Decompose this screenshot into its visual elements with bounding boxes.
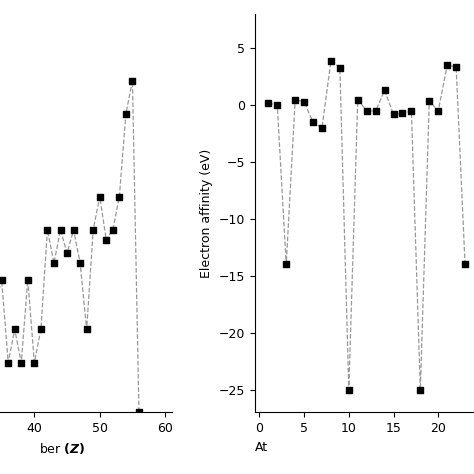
Point <box>443 62 451 69</box>
Point <box>273 101 281 109</box>
Point <box>336 64 344 72</box>
Point <box>4 359 12 366</box>
Point <box>76 259 84 267</box>
Point <box>24 276 32 283</box>
Point <box>381 87 388 94</box>
Point <box>264 99 272 107</box>
Point <box>372 107 379 115</box>
Point <box>0 276 5 283</box>
Point <box>63 249 71 257</box>
Point <box>11 326 18 333</box>
Point <box>122 110 130 118</box>
Point <box>461 261 469 268</box>
Point <box>408 107 415 115</box>
Point <box>292 96 299 103</box>
Point <box>390 110 397 118</box>
Point <box>452 63 460 70</box>
Point <box>363 107 371 115</box>
Point <box>399 109 406 117</box>
Point <box>116 193 123 201</box>
Point <box>128 77 136 84</box>
Point <box>102 236 110 244</box>
Point <box>318 124 326 132</box>
Point <box>50 259 58 267</box>
X-axis label: ber $\boldsymbol{(Z)}$: ber $\boldsymbol{(Z)}$ <box>39 441 85 456</box>
Point <box>426 97 433 104</box>
Y-axis label: Electron affinity (eV): Electron affinity (eV) <box>201 149 213 278</box>
Point <box>345 386 353 393</box>
Point <box>283 261 290 268</box>
Point <box>109 226 117 234</box>
Point <box>135 409 143 416</box>
Point <box>30 359 38 366</box>
Point <box>57 226 64 234</box>
X-axis label: At: At <box>255 441 268 454</box>
Point <box>309 118 317 126</box>
Point <box>83 326 91 333</box>
Point <box>96 193 103 201</box>
Point <box>354 96 362 103</box>
Point <box>435 107 442 115</box>
Point <box>301 98 308 106</box>
Point <box>37 326 45 333</box>
Point <box>70 226 77 234</box>
Point <box>90 226 97 234</box>
Point <box>44 226 51 234</box>
Point <box>18 359 25 366</box>
Point <box>327 57 335 64</box>
Point <box>417 386 424 393</box>
